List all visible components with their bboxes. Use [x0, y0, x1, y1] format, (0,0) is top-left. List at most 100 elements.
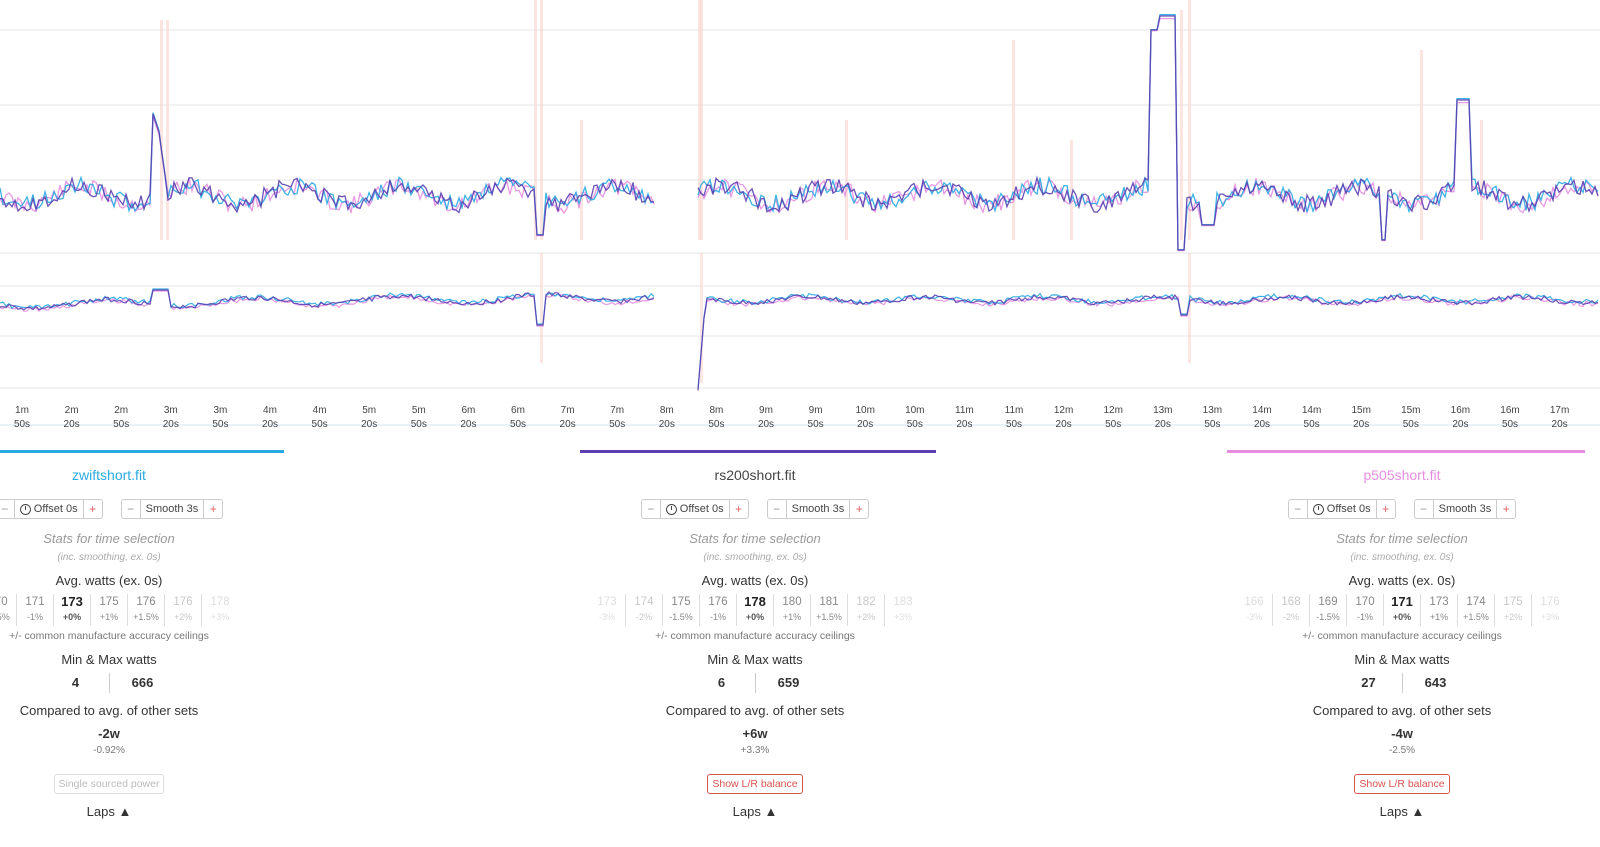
time-tick-label: 14m — [1252, 405, 1271, 416]
time-tick-label: 50s — [1304, 419, 1320, 430]
file-name[interactable]: zwiftshort.fit — [72, 467, 146, 483]
time-tick-label: 2m — [65, 405, 79, 416]
lr-balance-button[interactable]: Show L/R balance — [707, 774, 803, 794]
minmax-label: Min & Max watts — [61, 652, 157, 667]
laps-toggle[interactable]: Laps ▲ — [86, 804, 132, 819]
accuracy-range: 166 -3% 168 -2% 169 -1.5% 170 -1% 171 +0% 173 +1% 17… — [1227, 594, 1577, 626]
stats-subtitle: (inc. smoothing, ex. 0s) — [57, 552, 161, 563]
max-watts: 643 — [1424, 675, 1447, 690]
avg-watts-label: Avg. watts (ex. 0s) — [55, 573, 163, 588]
time-tick-label: 20s — [560, 419, 576, 430]
diff-percent: +3.3% — [740, 745, 770, 756]
time-tick-label: 8m — [709, 405, 723, 416]
time-tick-label: 50s — [1006, 419, 1022, 430]
time-tick-label: 3m — [164, 405, 178, 416]
stats-title: Stats for time selection — [43, 531, 175, 546]
power-spike — [845, 120, 848, 240]
power-series-line — [0, 112, 655, 236]
accuracy-range: 170-1.5% 171-1%173+0%175+1%176+1.5%176+2%… — [0, 594, 284, 626]
time-tick-label: 6m — [511, 405, 525, 416]
time-tick-label: 50s — [1403, 419, 1419, 430]
accuracy-cell: 180 +1% — [773, 594, 810, 626]
max-watts: 659 — [777, 675, 800, 690]
power-comparison-chart[interactable]: 1m 50s 2m 20s 2m 50s 3m 20s 3m 50s 4m 20s 4m 50s 5m 20s… — [0, 0, 1600, 432]
offset-control: − Offset 0s + — [1287, 499, 1396, 519]
time-tick-label: 10m — [855, 405, 874, 416]
smooth-increase-button[interactable]: + — [855, 502, 863, 516]
offset-increase-button[interactable]: + — [89, 502, 97, 516]
accuracy-note: +/- common manufacture accuracy ceilings — [1302, 630, 1502, 642]
power-spike — [698, 0, 701, 240]
diff-percent: -0.92% — [93, 745, 125, 756]
time-tick-label: 50s — [113, 419, 129, 430]
time-tick-label: 20s — [1353, 419, 1369, 430]
stats-subtitle: (inc. smoothing, ex. 0s) — [1350, 552, 1454, 563]
accuracy-range: 173 -3% 174 -2% 175 -1.5% 176 -1% 178 +0% 180 +1% 18… — [580, 594, 930, 626]
offset-decrease-button[interactable]: − — [1294, 502, 1302, 516]
power-spike — [1180, 10, 1183, 240]
smooth-control: − Smooth 3s + — [1413, 499, 1517, 519]
avg-watts-label: Avg. watts (ex. 0s) — [1348, 573, 1456, 588]
accuracy-cell: 175 +2% — [1494, 594, 1531, 626]
smooth-increase-button[interactable]: + — [1502, 502, 1510, 516]
time-tick-label: 11m — [955, 405, 974, 416]
time-tick-label: 4m — [263, 405, 277, 416]
chart-canvas[interactable]: 1m 50s 2m 20s 2m 50s 3m 20s 3m 50s 4m 20s 4m 50s 5m 20s… — [0, 0, 1600, 432]
cadence-series-line — [697, 294, 1599, 391]
accuracy-cell: 169 -1.5% — [1309, 594, 1346, 626]
time-tick-label: 5m — [412, 405, 426, 416]
accuracy-cell: 171 -1% — [16, 594, 53, 626]
time-tick-label: 4m — [313, 405, 327, 416]
time-tick-label: 9m — [809, 405, 823, 416]
time-tick-label: 6m — [461, 405, 475, 416]
file-name[interactable]: p505short.fit — [1363, 467, 1441, 483]
time-tick-label: 8m — [660, 405, 674, 416]
time-tick-label: 20s — [262, 419, 278, 430]
smooth-value: Smooth 3s — [145, 503, 199, 515]
lr-balance-button[interactable]: Show L/R balance — [1354, 774, 1450, 794]
time-tick-label: 10m — [905, 405, 924, 416]
file-name[interactable]: rs200short.fit — [714, 467, 796, 483]
power-spike — [580, 120, 583, 240]
time-tick-label: 50s — [808, 419, 824, 430]
smooth-increase-button[interactable]: + — [209, 502, 217, 516]
accuracy-cell: 168 -2% — [1272, 594, 1309, 626]
offset-decrease-button[interactable]: − — [1, 502, 9, 516]
smooth-control: − Smooth 3s + — [766, 499, 870, 519]
diff-watts: +6w — [742, 726, 768, 741]
power-series-line — [697, 17, 1599, 252]
time-tick-label: 50s — [1502, 419, 1518, 430]
smooth-decrease-button[interactable]: − — [773, 502, 781, 516]
time-tick-label: 20s — [758, 419, 774, 430]
power-spike — [534, 0, 537, 240]
time-tick-label: 50s — [708, 419, 724, 430]
time-tick-label: 20s — [460, 419, 476, 430]
time-tick-label: 15m — [1401, 405, 1420, 416]
smooth-decrease-button[interactable]: − — [127, 502, 135, 516]
dataset-panel-rs200: rs200short.fit − Offset 0s + − Smooth 3s + Stat… — [580, 450, 936, 819]
power-spike — [1188, 253, 1191, 363]
single-source-button[interactable]: Single sourced power — [53, 774, 165, 794]
smooth-decrease-button[interactable]: − — [1420, 502, 1428, 516]
time-tick-label: 50s — [510, 419, 526, 430]
cadence-series-line — [0, 289, 655, 326]
laps-toggle[interactable]: Laps ▲ — [1379, 804, 1425, 819]
clock-icon — [665, 503, 677, 515]
offset-increase-button[interactable]: + — [1382, 502, 1390, 516]
time-tick-label: 17m — [1550, 405, 1569, 416]
clock-icon — [19, 503, 31, 515]
time-tick-label: 16m — [1451, 405, 1470, 416]
cadence-series-line — [0, 290, 655, 327]
minmax-label: Min & Max watts — [707, 652, 803, 667]
power-spike — [700, 253, 703, 383]
clock-icon — [1312, 503, 1324, 515]
power-spike — [540, 253, 543, 363]
offset-increase-button[interactable]: + — [735, 502, 743, 516]
offset-decrease-button[interactable]: − — [647, 502, 655, 516]
time-tick-label: 7m — [561, 405, 575, 416]
minmax-values: 4 666 — [0, 673, 284, 693]
offset-value: Offset 0s — [1326, 503, 1371, 515]
laps-toggle[interactable]: Laps ▲ — [732, 804, 778, 819]
dataset-color-bar — [0, 450, 284, 453]
time-tick-label: 20s — [1552, 419, 1568, 430]
